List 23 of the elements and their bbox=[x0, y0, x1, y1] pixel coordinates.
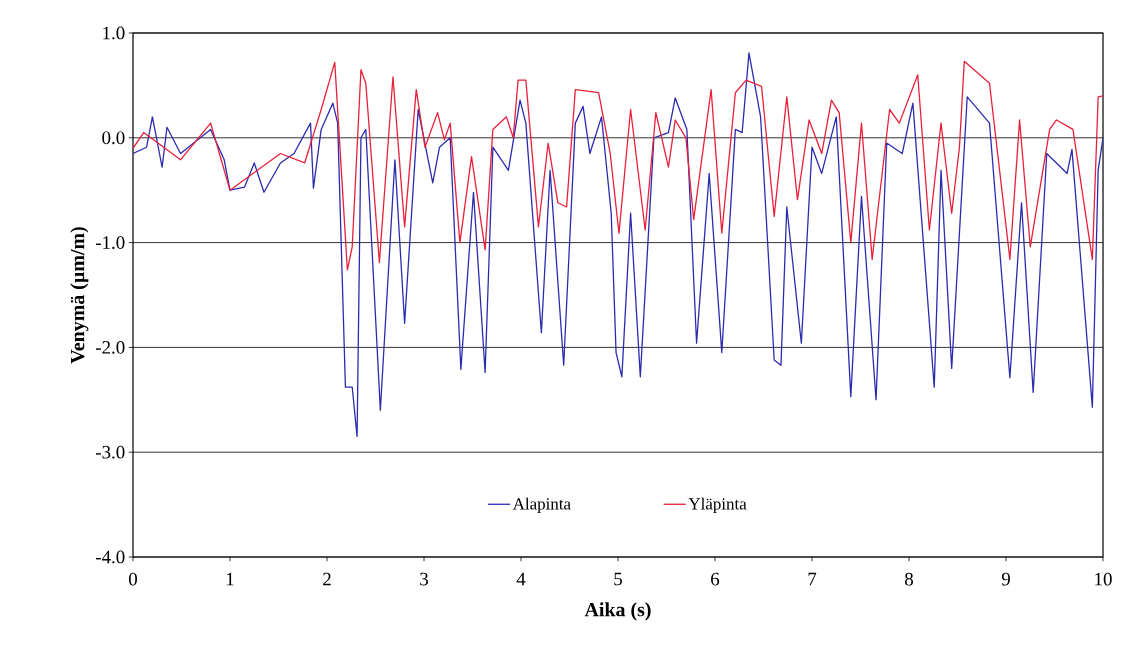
x-tick-label: 10 bbox=[1095, 572, 1112, 586]
x-tick-label: 6 bbox=[711, 572, 720, 586]
y-axis-title: Venymä (µm/m) bbox=[70, 227, 89, 364]
legend-label: Yläpinta bbox=[688, 497, 747, 514]
x-axis-title: Aika (s) bbox=[584, 602, 651, 621]
y-tick-label: -3.0 bbox=[95, 445, 125, 459]
y-tick-label: -1.0 bbox=[95, 236, 125, 250]
y-tick-label: -2.0 bbox=[95, 340, 125, 354]
line-series bbox=[133, 52, 1104, 438]
x-tick-label: 7 bbox=[808, 572, 817, 586]
x-tick-label: 9 bbox=[1001, 572, 1010, 586]
line-series bbox=[133, 60, 1104, 271]
legend-label: Alapinta bbox=[512, 497, 571, 514]
x-tick-label: 1 bbox=[226, 572, 234, 586]
x-tick-label: 8 bbox=[905, 572, 914, 586]
y-tick-label: 1.0 bbox=[103, 26, 125, 40]
x-tick-label: 5 bbox=[614, 572, 622, 586]
x-tick-label: 2 bbox=[323, 572, 331, 586]
x-tick-label: 4 bbox=[516, 572, 526, 586]
x-tick-label: 3 bbox=[420, 572, 428, 586]
y-tick-label: -4.0 bbox=[95, 550, 125, 564]
x-tick-label: 0 bbox=[128, 572, 137, 586]
y-tick-label: 0.0 bbox=[102, 131, 125, 145]
